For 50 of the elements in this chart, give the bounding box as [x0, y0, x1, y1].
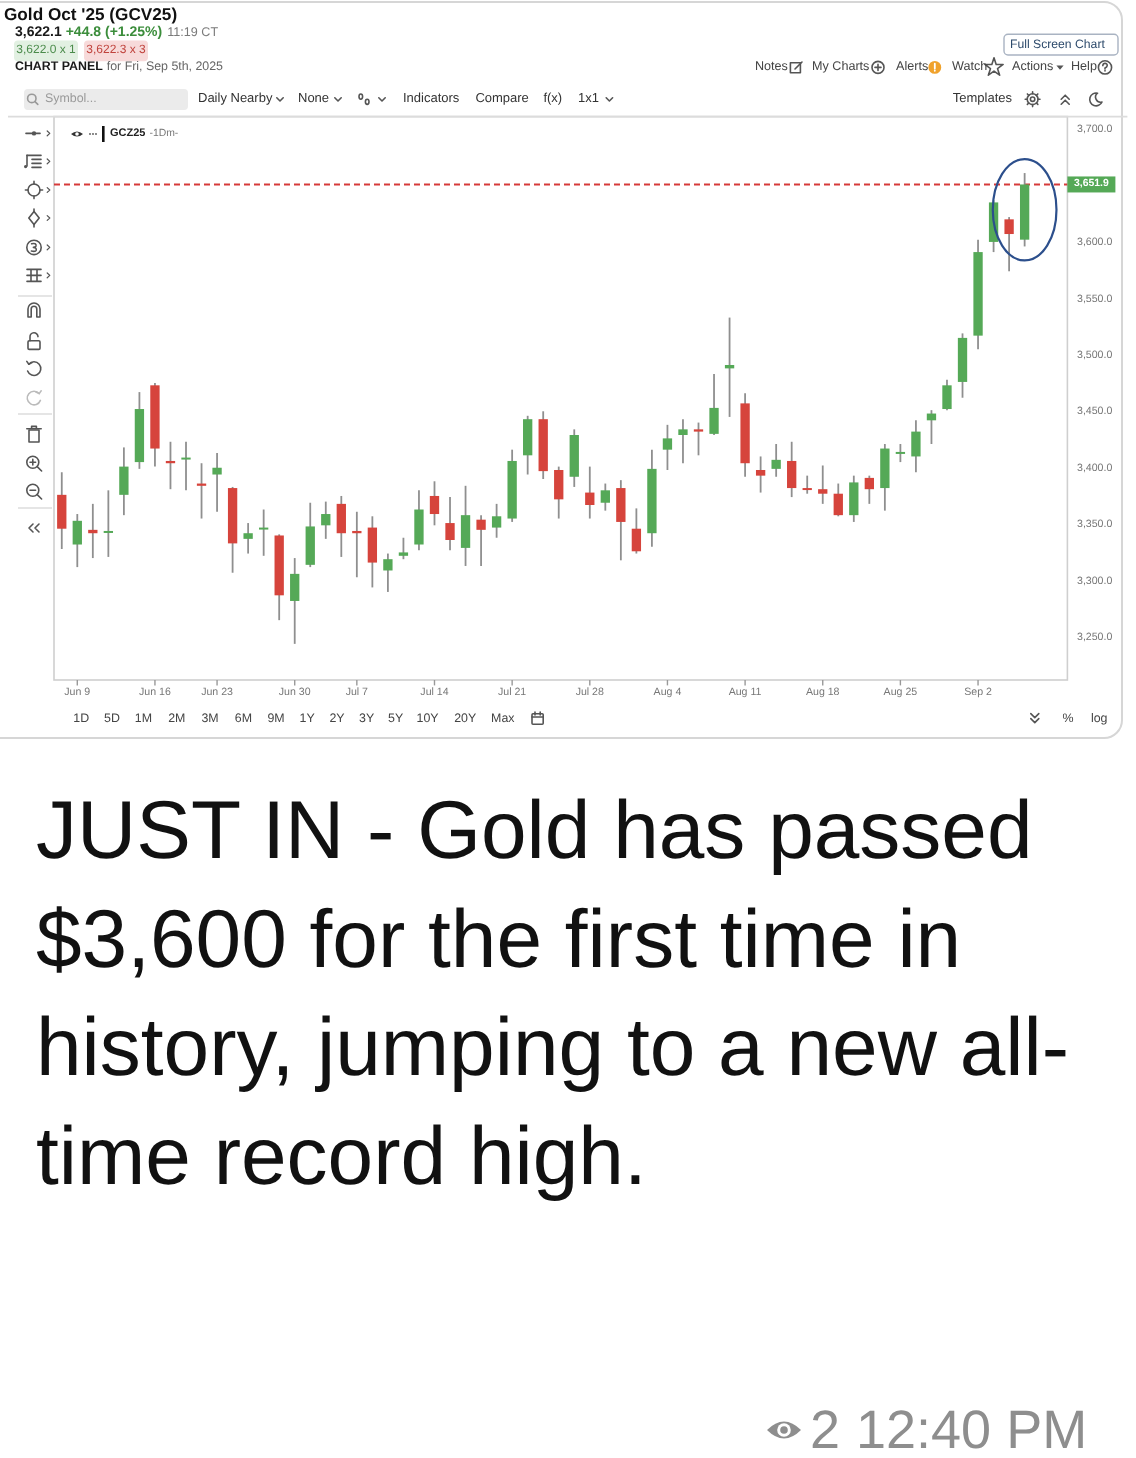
- candlestick: [476, 514, 486, 567]
- candlestick: [1004, 216, 1014, 273]
- candlestick: [367, 515, 378, 589]
- candlestick: [445, 496, 455, 552]
- candlestick: [600, 482, 610, 512]
- candlestick: [911, 419, 921, 474]
- candlestick: [305, 501, 315, 568]
- candlestick: [709, 373, 719, 436]
- candlestick: [523, 414, 533, 476]
- candlestick: [787, 440, 797, 498]
- text: 12:40 PM: [856, 1400, 1088, 1458]
- candlestick: [631, 507, 642, 555]
- candlestick: [569, 428, 579, 488]
- text: JUST IN - Gold has passed $3,600 for the first time in history, jumping to a new all-time record high.: [36, 784, 1070, 1202]
- candlestick: [460, 484, 471, 567]
- candlestick: [290, 557, 300, 645]
- candlestick: [398, 536, 409, 561]
- candlestick: [802, 474, 812, 495]
- chart-title: Gold Oct '25 (GCV25): [4, 4, 178, 24]
- candlestick: [771, 443, 781, 478]
- candlestick: [119, 446, 129, 517]
- candlestick: [818, 464, 828, 505]
- candlestick: [833, 482, 843, 518]
- candlestick: [212, 452, 222, 513]
- candlestick: [491, 502, 502, 539]
- candlestick: [616, 479, 626, 562]
- candlestick: [895, 443, 906, 463]
- candlestick: [585, 465, 595, 520]
- candlestick: [957, 332, 968, 399]
- candlestick: [243, 522, 253, 555]
- candlestick: [429, 480, 440, 527]
- candlestick: [880, 443, 890, 512]
- candlestick: [336, 495, 346, 558]
- candlestick: [942, 378, 952, 412]
- candlestick: [678, 418, 688, 465]
- candlestick: [554, 465, 564, 520]
- text: 2: [810, 1400, 841, 1458]
- candlestick: [321, 500, 331, 540]
- candlestick: [414, 489, 424, 552]
- candlestick: [383, 552, 393, 593]
- candlestick: [103, 489, 114, 558]
- candlestick: [662, 423, 673, 471]
- candlestick: [849, 474, 859, 523]
- candlestick: [72, 513, 82, 568]
- candlestick: [259, 508, 269, 557]
- candlestick: [57, 471, 67, 550]
- candlestick: [755, 455, 766, 494]
- candlestick: [181, 440, 191, 492]
- candlestick: [864, 474, 874, 505]
- candlestick: [693, 421, 704, 457]
